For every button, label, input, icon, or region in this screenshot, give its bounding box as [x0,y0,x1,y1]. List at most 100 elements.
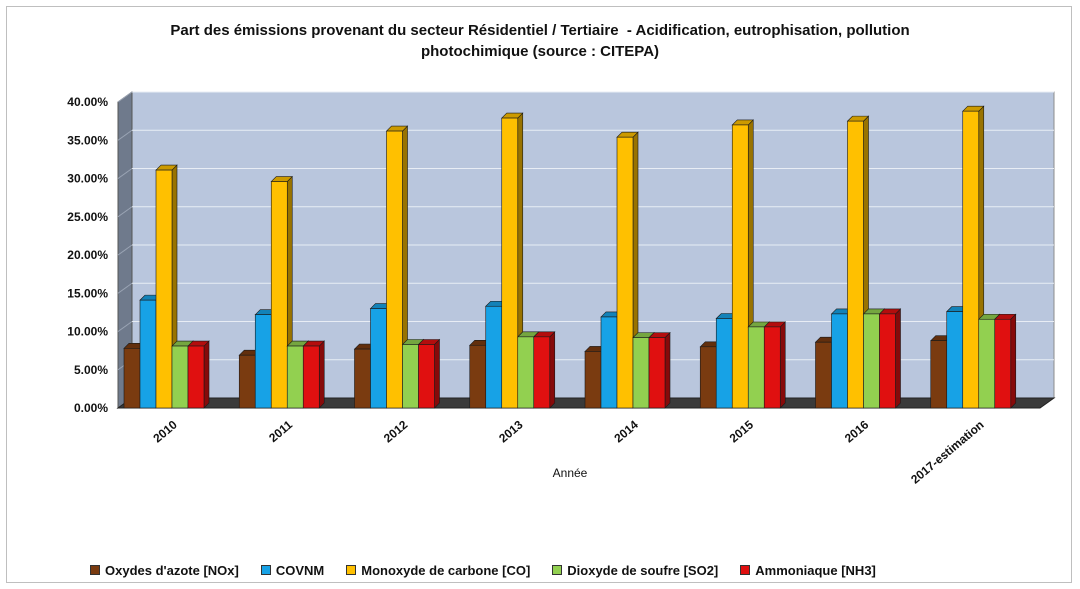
bar-front [517,336,535,409]
legend-item: COVNM [260,562,325,578]
gridline-side [117,321,133,332]
bar-front [763,326,781,409]
bar-front [632,337,650,409]
bar-front [238,354,256,409]
gridline-side [117,168,133,179]
legend-label: Monoxyde de carbone [CO] [361,562,531,578]
bar-front [270,181,288,409]
legend-item: Dioxyde de soufre [SO2] [552,563,718,578]
bar-front [962,110,980,409]
bar-side [779,321,786,409]
bar-front [930,340,948,409]
x-tick-label: 2015 [727,417,757,445]
bar-front [354,348,371,409]
bar-front [715,318,733,409]
bar-side [1010,313,1017,409]
y-tick-label: 15.00% [67,286,108,300]
bar-side [434,338,440,409]
y-tick-label: 0.00% [74,401,108,415]
x-tick-label: 2010 [150,417,180,445]
legend-item: Ammoniaque [NH3] [740,563,876,578]
bar [648,331,671,409]
x-tick-label: 2011 [266,417,295,445]
y-tick-label: 5.00% [74,363,108,377]
bar-side [895,308,901,409]
legend: Oxydes d'azote [NOx] COVNM Monoxyde de car… [90,560,876,580]
gridline-side [117,91,133,103]
chart-title: Part des émissions provenant du secteur … [0,20,1080,62]
bar-side [203,340,210,409]
bar-front [386,130,403,409]
chart-title-line-2: photochimique (source : CITEPA) [420,43,660,60]
x-tick-label: 2014 [611,417,641,445]
bar-front [699,346,717,409]
legend-label: Dioxyde de soufre [SO2] [567,562,719,578]
bar-front [946,311,964,409]
bar-front [370,308,387,409]
chart-title-line-1: Part des émissions provenant du secteur … [170,22,910,39]
y-tick-label: 35.00% [67,133,108,147]
bar-side [664,331,671,409]
y-axis-ticks: 0.00% 5.00% 10.00% 15.00% 20.00% 25.00% 30.00%… [67,95,108,415]
bars [123,105,1017,409]
bar-front [815,341,832,409]
legend-label: Oxydes d'azote [NOx] [105,562,239,578]
legend-swatch [552,565,563,575]
bar-front [978,318,996,409]
y-tick-label: 30.00% [67,172,108,186]
bar [533,331,556,409]
bar-front [600,316,618,409]
bar-front [731,124,749,409]
bar-front [254,314,272,409]
y-tick-label: 10.00% [67,325,108,339]
bar-front [879,313,896,409]
bar-front [584,351,602,409]
bar-front [418,344,435,409]
bar-front [187,345,205,409]
legend-item: Oxydes d'azote [NOx] [90,563,239,578]
legend-swatch [260,565,271,575]
bar-front [402,344,419,409]
bar-front [155,169,173,409]
bar-front [863,313,880,409]
bar-front [831,313,848,409]
bar [187,340,210,409]
bar-side [318,340,325,409]
x-tick-label: 2017-estimation [908,418,986,487]
bar-front [286,345,304,409]
legend-swatch [346,565,357,575]
bar [994,313,1017,409]
bar-front [847,120,864,409]
legend-label: COVNM [275,562,325,578]
bar-front [994,318,1012,409]
gridline-side [117,282,133,294]
bar-front [171,345,189,409]
bar-front [533,336,551,409]
x-tick-label: 2016 [842,417,872,445]
gridline-side [117,129,133,141]
bar-front [501,117,519,409]
bar-front [139,299,157,409]
bar-front [485,305,503,409]
x-axis-label: Année [553,466,588,480]
bar-front [123,348,141,409]
bar-front [747,326,765,409]
legend-swatch [740,565,751,575]
bar-front [616,136,634,409]
gridline-side [117,206,133,218]
x-tick-label: 2013 [496,417,526,445]
gridline-side [117,244,133,256]
bar [878,308,902,409]
legend-label: Ammoniaque [NH3] [755,562,876,578]
bar [302,340,325,409]
bar-side [549,331,556,409]
bar-front [648,337,666,409]
bar [417,338,441,409]
bar-front [469,344,487,409]
x-tick-label: 2012 [381,417,411,445]
bar [501,112,524,409]
y-tick-label: 20.00% [67,248,108,262]
y-tick-label: 25.00% [67,210,108,224]
legend-swatch [90,565,100,575]
